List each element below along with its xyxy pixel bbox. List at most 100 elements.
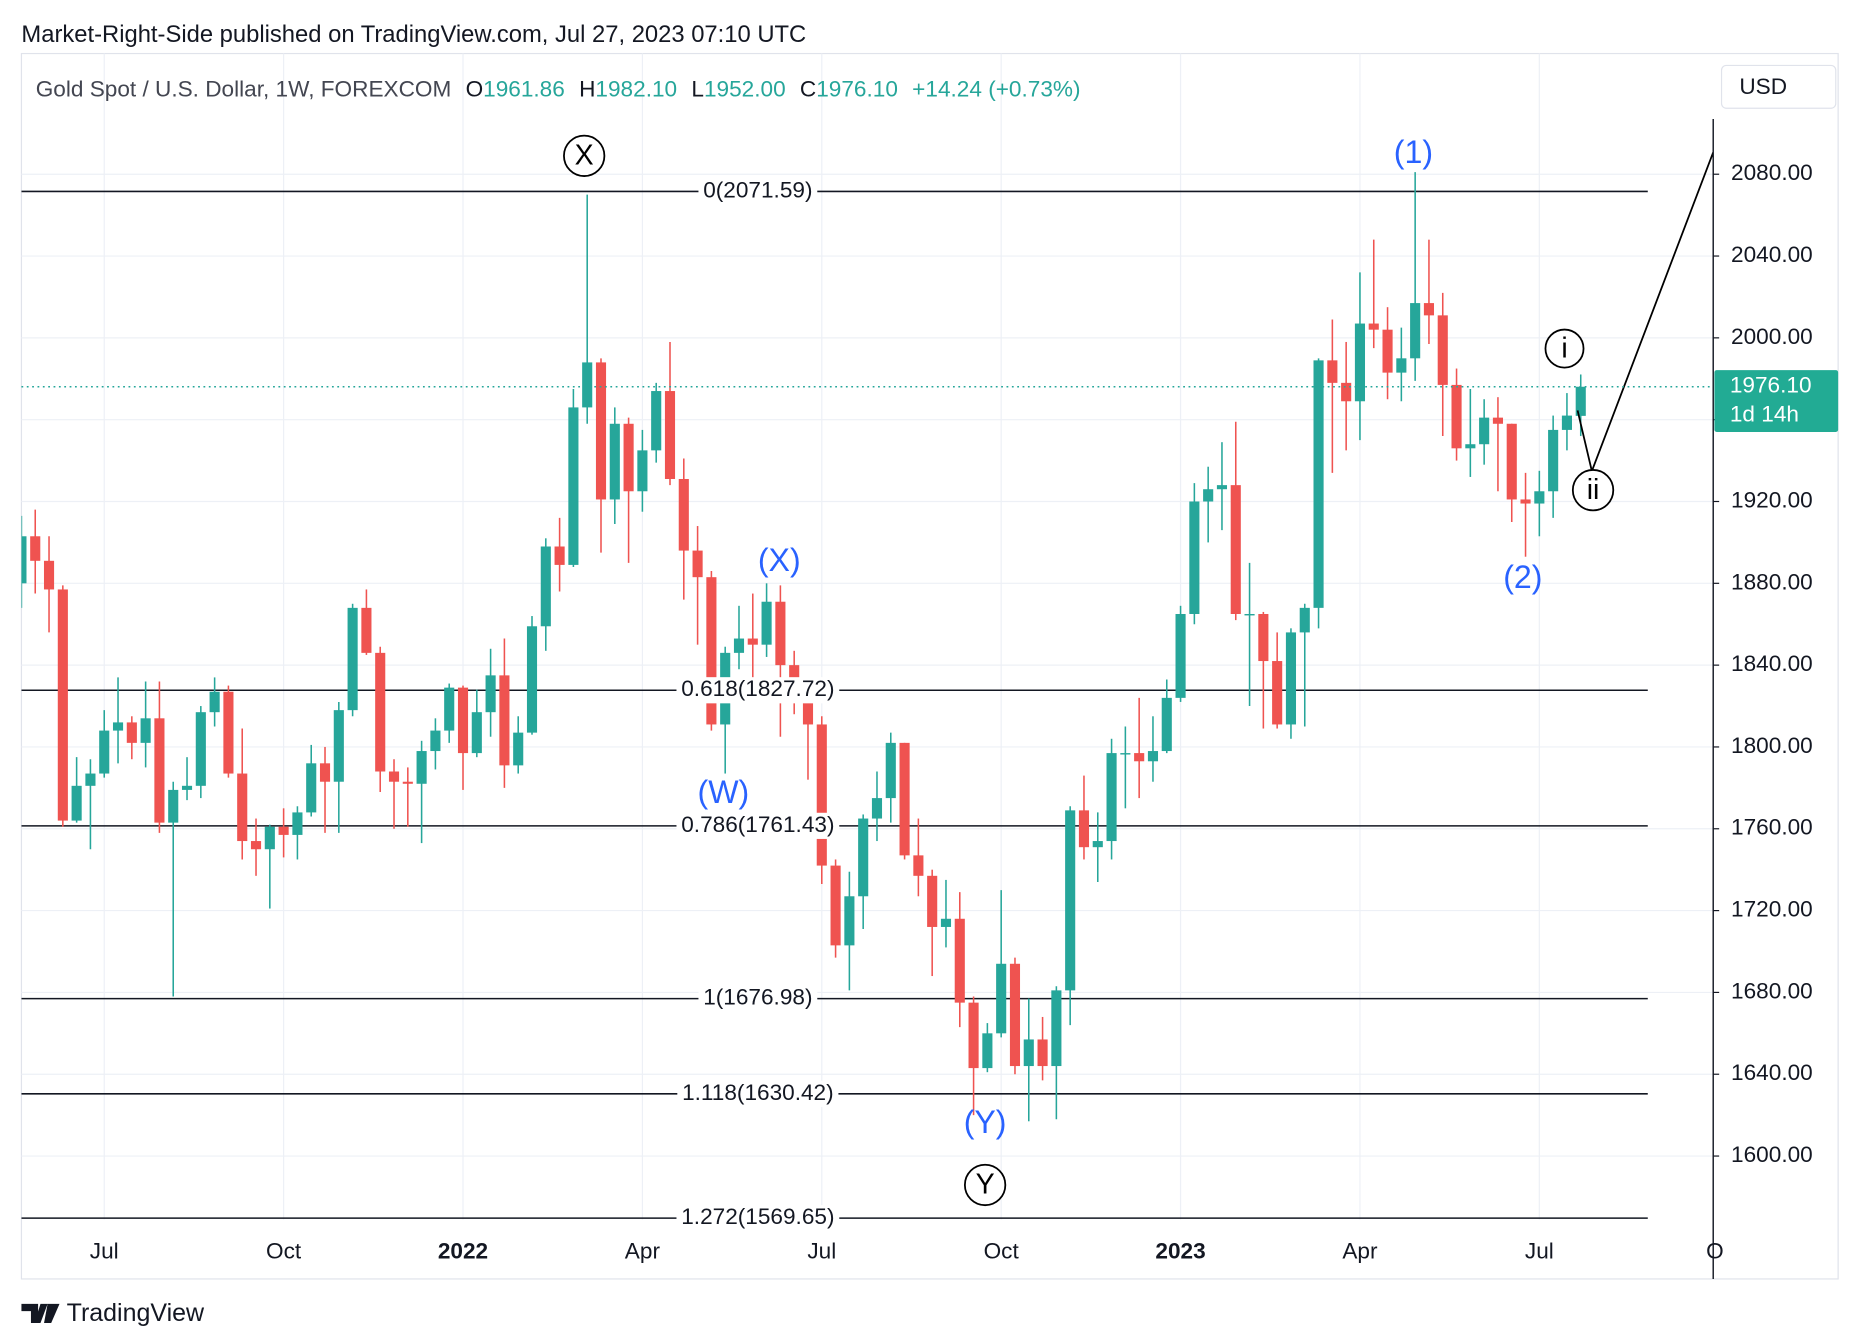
- grid: 1600.00 1640.00 1680.00 1720.00 1760.00 1800.…: [21, 53, 1813, 1264]
- candle-body: [1175, 613, 1186, 698]
- candle-body: [306, 763, 317, 813]
- candle-body: [899, 742, 910, 856]
- candle-body: [761, 601, 772, 645]
- x-tick-label: O: [1706, 1239, 1724, 1264]
- wave-circle: [963, 1163, 1007, 1207]
- candle-body: [499, 675, 510, 766]
- candle-body: [430, 730, 441, 752]
- currency-button[interactable]: [1720, 64, 1837, 109]
- candle-body: [168, 789, 179, 823]
- candle-body: [1368, 323, 1379, 330]
- candle-body: [85, 773, 96, 786]
- candle-body: [154, 718, 165, 823]
- y-tick-label: 2000.00: [1731, 324, 1813, 349]
- candle-body: [692, 550, 703, 578]
- last-price-label: 1976.10: [1730, 373, 1812, 398]
- x-tick-label: Oct: [984, 1239, 1020, 1264]
- fib-label: 1.118(1630.42): [682, 1080, 834, 1105]
- fib-label: 0(2071.59): [703, 177, 812, 202]
- candle-body: [1341, 382, 1352, 402]
- x-tick-label: Jul: [90, 1239, 119, 1264]
- wave-circle: [1544, 328, 1585, 369]
- candle-body: [1078, 810, 1090, 848]
- candle-body: [747, 638, 758, 645]
- candle-body: [416, 751, 427, 784]
- candle-body: [1106, 753, 1117, 842]
- candle-body: [1382, 329, 1393, 373]
- y-tick-label: 2040.00: [1731, 242, 1813, 267]
- candle-body: [637, 450, 648, 492]
- candle-body: [1203, 489, 1214, 502]
- candle-body: [1161, 697, 1172, 752]
- candle-body: [209, 691, 220, 713]
- candle-body: [982, 1033, 993, 1069]
- candle-body: [775, 601, 786, 666]
- candle-body: [1299, 607, 1310, 633]
- y-tick-label: 1680.00: [1731, 978, 1813, 1003]
- candle-body: [1327, 360, 1338, 383]
- candle-body: [1437, 315, 1448, 385]
- y-tick-label: 1920.00: [1731, 487, 1813, 512]
- candle-body: [582, 362, 593, 408]
- logo-icon: [21, 1303, 60, 1323]
- symbol: Gold Spot / U.S. Dollar, 1W, FOREXCOM: [36, 76, 452, 101]
- candle-body: [126, 722, 137, 743]
- candle-body: [444, 687, 455, 731]
- candle-body: [568, 407, 579, 565]
- candle-body: [71, 785, 82, 821]
- candle-body: [1023, 1039, 1034, 1067]
- candle-body: [540, 546, 551, 627]
- wave-label: (W): [698, 774, 750, 810]
- candle-body: [1272, 661, 1283, 725]
- candle-body: [292, 812, 303, 835]
- candle-body: [1051, 990, 1062, 1067]
- candle-body: [664, 391, 676, 479]
- candle-body: [319, 763, 331, 782]
- candle-body: [595, 362, 607, 500]
- candle-body: [1120, 753, 1131, 755]
- ohlc-value: 1976.10: [816, 76, 898, 101]
- fib-label-bg: [676, 812, 840, 839]
- candle-body: [996, 963, 1007, 1034]
- logo-text: TradingView: [67, 1299, 205, 1327]
- y-tick-label: 1720.00: [1731, 897, 1813, 922]
- candle-body: [57, 589, 68, 821]
- wave-label: Y: [976, 1169, 995, 1201]
- wave-label: X: [575, 140, 594, 172]
- candle-body: [1009, 963, 1021, 1067]
- x-tick-label: 2023: [1155, 1239, 1205, 1264]
- candle-body: [485, 675, 496, 713]
- y-tick-label: 2080.00: [1731, 160, 1813, 185]
- candle-body: [112, 722, 124, 731]
- candle-body: [1465, 444, 1476, 449]
- wave-label: ii: [1587, 474, 1600, 506]
- candle-body: [1520, 499, 1531, 504]
- change: +14.24 (+0.73%): [912, 76, 1080, 101]
- chart-frame: [20, 52, 1839, 1280]
- candle-body: [237, 773, 248, 842]
- candle-body: [1423, 303, 1435, 316]
- wave-label: (1): [1394, 134, 1433, 170]
- projection-line: [1576, 151, 1714, 475]
- candle-body: [223, 691, 234, 774]
- ohlc-key: C: [800, 76, 816, 101]
- candle-body: [361, 607, 372, 653]
- wave-label: (Y): [964, 1104, 1007, 1140]
- candle-body: [195, 712, 206, 786]
- fib-label: 1(1676.98): [703, 985, 812, 1010]
- candle-body: [844, 896, 855, 946]
- last-price-tag: [1714, 370, 1839, 432]
- candle-body: [968, 1002, 979, 1069]
- candle-body: [913, 855, 924, 876]
- candle-body: [1548, 429, 1559, 492]
- candle-body: [1534, 491, 1545, 504]
- fib-label-bg: [677, 1080, 839, 1107]
- currency[interactable]: USD: [1739, 74, 1787, 99]
- candle-body: [1396, 358, 1407, 373]
- candle-body: [885, 742, 896, 799]
- y-tick-label: 1640.00: [1731, 1060, 1813, 1085]
- candle-body: [1506, 423, 1517, 500]
- candle-body: [99, 730, 110, 774]
- ohlc-key: H: [579, 76, 595, 101]
- candle-body: [457, 687, 469, 754]
